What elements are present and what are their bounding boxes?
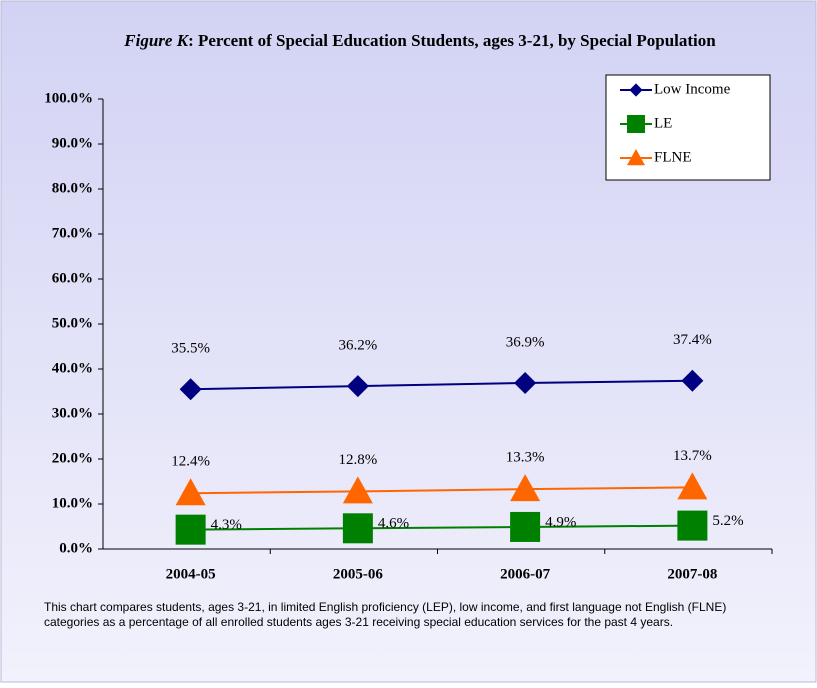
marker [514, 371, 537, 394]
data-label: 13.7% [673, 448, 712, 464]
marker [346, 375, 369, 398]
marker [677, 472, 708, 500]
y-tick-label: 0.0% [59, 540, 93, 556]
marker [677, 510, 708, 541]
data-label: 36.2% [339, 338, 378, 354]
data-label: 4.9% [545, 514, 576, 530]
y-tick-label: 50.0% [52, 315, 93, 331]
marker [175, 514, 206, 545]
y-tick-label: 30.0% [52, 405, 93, 421]
marker [342, 476, 373, 504]
data-label: 4.3% [211, 517, 242, 533]
series-line [190, 524, 693, 531]
data-label: 35.5% [171, 341, 210, 357]
marker [510, 474, 541, 502]
y-tick-label: 20.0% [52, 450, 93, 466]
data-label: 5.2% [712, 513, 743, 529]
data-label: 4.6% [378, 516, 409, 532]
marker [175, 478, 206, 506]
title-text: : Percent of Special Education Students,… [188, 31, 716, 50]
legend-label: FLNE [654, 149, 692, 165]
y-tick-label: 100.0% [44, 90, 93, 106]
data-label: 13.3% [506, 450, 545, 466]
x-tick-label: 2007-08 [667, 566, 717, 582]
chart-title: Figure K: Percent of Special Education S… [123, 31, 716, 50]
y-tick-label: 10.0% [52, 495, 93, 511]
x-tick-label: 2006-07 [500, 566, 550, 582]
legend-label: LE [654, 115, 672, 131]
marker [179, 378, 202, 401]
series-line [190, 379, 693, 391]
marker [627, 115, 645, 133]
y-tick-label: 80.0% [52, 180, 93, 196]
y-tick-label: 70.0% [52, 225, 93, 241]
x-tick-label: 2005-06 [333, 566, 383, 582]
data-label: 12.4% [171, 454, 210, 470]
marker [681, 369, 704, 392]
marker [342, 513, 373, 544]
legend-label: Low Income [654, 81, 731, 97]
chart-note: This chart compares students, ages 3-21,… [44, 600, 727, 629]
y-tick-label: 90.0% [52, 135, 93, 151]
y-tick-label: 60.0% [52, 270, 93, 286]
figure-label: Figure K [123, 31, 189, 50]
marker [627, 149, 645, 166]
x-tick-label: 2004-05 [166, 566, 216, 582]
y-tick-label: 40.0% [52, 360, 93, 376]
data-label: 12.8% [339, 452, 378, 468]
marker [629, 83, 643, 97]
marker [510, 511, 541, 542]
data-label: 37.4% [673, 332, 712, 348]
data-label: 36.9% [506, 334, 545, 350]
series-line [190, 486, 693, 495]
